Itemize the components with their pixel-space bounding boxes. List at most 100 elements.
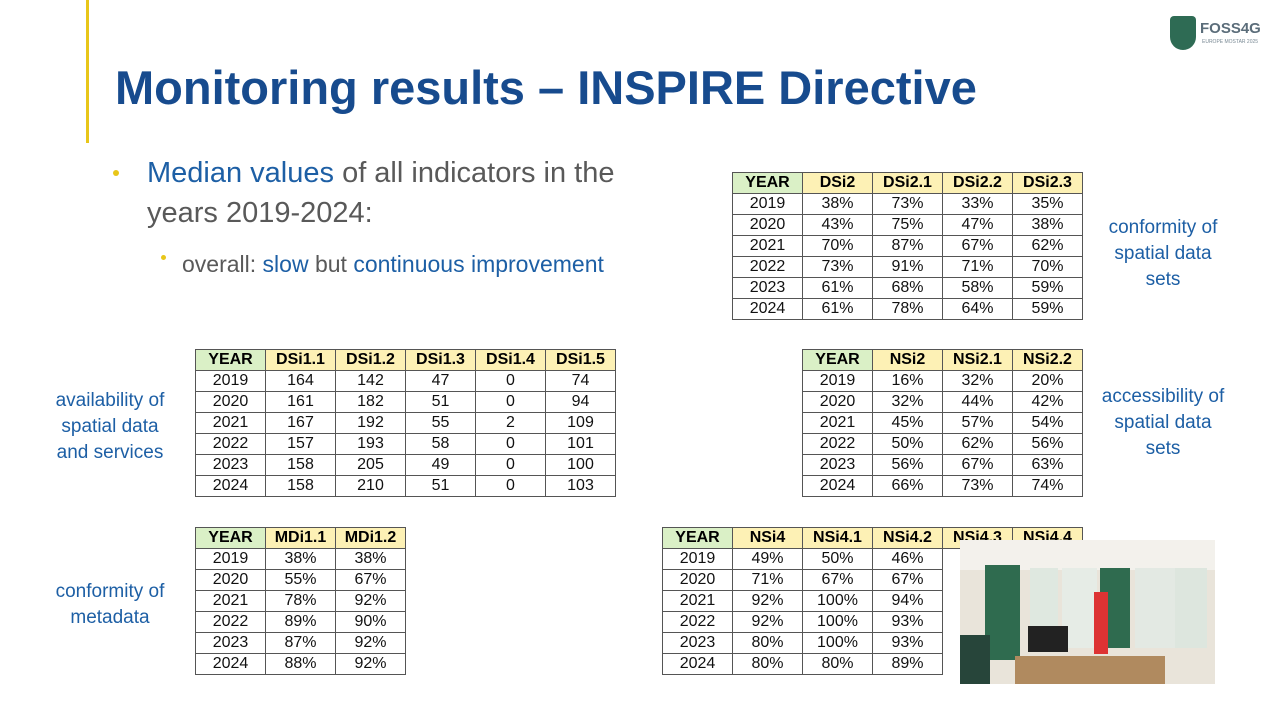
header-row: YEAR NSi2 NSi2.1 NSi2.2 xyxy=(802,349,1083,371)
table-cell: 92% xyxy=(335,590,406,612)
header-cell: NSi4 xyxy=(732,527,803,549)
bullet: Median values of all indicators in the ye… xyxy=(147,153,687,233)
table-cell: 205 xyxy=(335,454,406,476)
label-line: availability of xyxy=(55,390,165,411)
table-cell: 2024 xyxy=(662,653,733,675)
chair xyxy=(960,635,990,684)
header-cell: YEAR xyxy=(732,172,803,194)
table-row: 2023 87% 92% xyxy=(195,632,406,654)
table-cell: 142 xyxy=(335,370,406,392)
table-cell: 58% xyxy=(942,277,1013,299)
header-cell: NSi4.1 xyxy=(802,527,873,549)
table-row: 2024 88% 92% xyxy=(195,653,406,675)
table-cell: 0 xyxy=(475,454,546,476)
bullet-text: overall: xyxy=(182,251,257,277)
label-line: spatial data xyxy=(61,416,159,437)
table-row: 2019 164 142 47 0 74 xyxy=(195,370,616,392)
header-cell: MDi1.2 xyxy=(335,527,406,549)
table-cell: 2023 xyxy=(662,632,733,654)
table-cell: 2020 xyxy=(732,214,803,236)
logo-text: FOSS4G xyxy=(1200,20,1261,37)
table-cell: 38% xyxy=(802,193,873,215)
table-cell: 74 xyxy=(545,370,616,392)
table-cell: 54% xyxy=(1012,412,1083,434)
table-cell: 61% xyxy=(802,277,873,299)
table-cell: 91% xyxy=(872,256,943,278)
table-cell: 73% xyxy=(802,256,873,278)
label-line: conformity of xyxy=(1108,217,1218,238)
header-cell: NSi2.1 xyxy=(942,349,1013,371)
table-cell: 2022 xyxy=(732,256,803,278)
table-cell: 89% xyxy=(872,653,943,675)
table-cell: 0 xyxy=(475,433,546,455)
banner xyxy=(985,565,1020,660)
table-cell: 67% xyxy=(802,569,873,591)
table-cell: 164 xyxy=(265,370,336,392)
table-row: 2019 38% 38% xyxy=(195,548,406,570)
table-cell: 45% xyxy=(872,412,943,434)
table-row: 2024 158 210 51 0 103 xyxy=(195,475,616,497)
table-row: 2021 92% 100% 94% xyxy=(662,590,1083,612)
banner xyxy=(1135,568,1175,648)
table-cell: 35% xyxy=(1012,193,1083,215)
table-cell: 51 xyxy=(405,475,476,497)
table-cell: 32% xyxy=(942,370,1013,392)
table-cell: 93% xyxy=(872,632,943,654)
table-cell: 59% xyxy=(1012,298,1083,320)
data-table: YEAR NSi2 NSi2.1 NSi2.2 2019 16% 32% 20% 2020 32%… xyxy=(802,349,1083,497)
table-cell: 2024 xyxy=(802,475,873,497)
label-line: accessibility of xyxy=(1101,386,1225,407)
table-row: 2023 56% 67% 63% xyxy=(802,454,1083,476)
table-row: 2021 70% 87% 67% 62% xyxy=(732,235,1083,257)
table-row: 2020 55% 67% xyxy=(195,569,406,591)
table-cell: 2019 xyxy=(195,548,266,570)
table-cell: 38% xyxy=(265,548,336,570)
table-cell: 49% xyxy=(732,548,803,570)
table-row: 2024 80% 80% 89% xyxy=(662,653,1083,675)
table-cell: 103 xyxy=(545,475,616,497)
table-row: 2024 66% 73% 74% xyxy=(802,475,1083,497)
table-cell: 71% xyxy=(942,256,1013,278)
data-table: YEAR NSi4 NSi4.1 NSi4.2 NSi4.3 NSi4.4 2019 49% 5… xyxy=(662,527,1083,675)
table-cell: 89% xyxy=(265,611,336,633)
table-cell: 62% xyxy=(942,433,1013,455)
table-cell: 93% xyxy=(872,611,943,633)
table-cell: 66% xyxy=(872,475,943,497)
table-cell: 92% xyxy=(335,632,406,654)
table-cell: 92% xyxy=(335,653,406,675)
table-row: 2019 16% 32% 20% xyxy=(802,370,1083,392)
label-line: spatial data xyxy=(1114,243,1212,264)
table-row: 2022 73% 91% 71% 70% xyxy=(732,256,1083,278)
table-cell: 2023 xyxy=(195,632,266,654)
table-cell: 75% xyxy=(872,214,943,236)
table-cell: 2019 xyxy=(195,370,266,392)
table-cell: 67% xyxy=(335,569,406,591)
accent-line xyxy=(86,0,89,143)
table-cell: 38% xyxy=(335,548,406,570)
table-label: availability of spatial data and services xyxy=(25,388,195,466)
table-cell: 73% xyxy=(942,475,1013,497)
table-cell: 158 xyxy=(265,475,336,497)
table-cell: 70% xyxy=(802,235,873,257)
label-line: sets xyxy=(1145,269,1181,290)
table-cell: 2023 xyxy=(802,454,873,476)
table-cell: 90% xyxy=(335,611,406,633)
header-cell: DSi2.1 xyxy=(872,172,943,194)
slide-title: Monitoring results – INSPIRE Directive xyxy=(115,61,977,114)
table-cell: 49 xyxy=(405,454,476,476)
table-cell: 80% xyxy=(732,653,803,675)
table-cell: 100 xyxy=(545,454,616,476)
header-cell: YEAR xyxy=(802,349,873,371)
table-cell: 33% xyxy=(942,193,1013,215)
table-row: 2019 38% 73% 33% 35% xyxy=(732,193,1083,215)
table-cell: 71% xyxy=(732,569,803,591)
table-cell: 2022 xyxy=(195,433,266,455)
table-cell: 2022 xyxy=(802,433,873,455)
table-cell: 2024 xyxy=(195,475,266,497)
table-cell: 2021 xyxy=(662,590,733,612)
label-line: sets xyxy=(1145,438,1181,459)
table-cell: 59% xyxy=(1012,277,1083,299)
table-cell: 63% xyxy=(1012,454,1083,476)
table-row: 2022 89% 90% xyxy=(195,611,406,633)
table-cell: 2022 xyxy=(195,611,266,633)
